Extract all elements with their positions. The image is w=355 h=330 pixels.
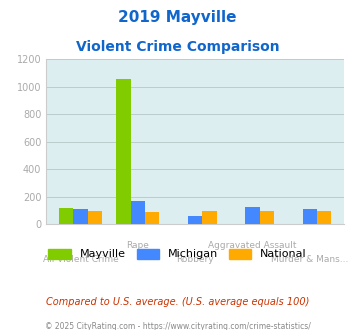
Bar xyxy=(145,212,159,224)
Text: Violent Crime Comparison: Violent Crime Comparison xyxy=(76,40,279,53)
Bar xyxy=(188,216,202,224)
Text: Aggravated Assault: Aggravated Assault xyxy=(208,241,297,250)
Text: All Violent Crime: All Violent Crime xyxy=(43,255,119,264)
Text: Robbery: Robbery xyxy=(176,255,214,264)
Legend: Mayville, Michigan, National: Mayville, Michigan, National xyxy=(43,243,312,265)
Bar xyxy=(245,207,260,224)
Bar xyxy=(260,211,274,224)
Text: 2019 Mayville: 2019 Mayville xyxy=(118,10,237,25)
Bar xyxy=(59,208,73,224)
Text: © 2025 CityRating.com - https://www.cityrating.com/crime-statistics/: © 2025 CityRating.com - https://www.city… xyxy=(45,322,310,330)
Bar xyxy=(88,211,102,224)
Bar xyxy=(116,79,131,224)
Text: Murder & Mans...: Murder & Mans... xyxy=(271,255,349,264)
Bar xyxy=(73,209,88,224)
Bar xyxy=(303,209,317,224)
Text: Rape: Rape xyxy=(126,241,149,250)
Bar xyxy=(202,211,217,224)
Bar xyxy=(131,201,145,224)
Text: Compared to U.S. average. (U.S. average equals 100): Compared to U.S. average. (U.S. average … xyxy=(46,297,309,307)
Bar xyxy=(317,211,332,224)
